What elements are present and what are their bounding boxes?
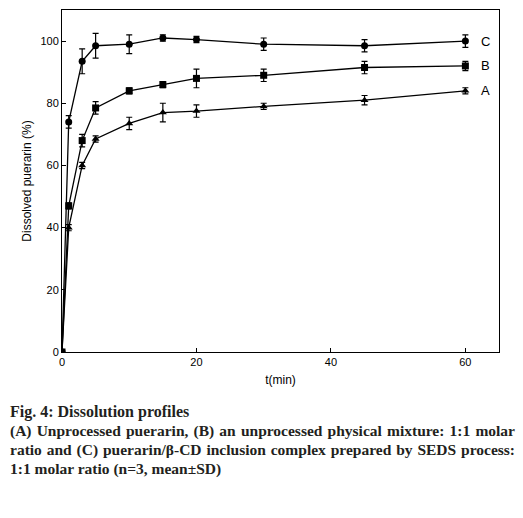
svg-text:60: 60 xyxy=(459,356,471,368)
html-text:Fig. 4: Dissolution profiles: Fig. 4: Dissolution profiles xyxy=(10,403,190,420)
svg-text:C: C xyxy=(481,34,490,49)
svg-text:80: 80 xyxy=(47,97,59,109)
svg-text:B: B xyxy=(481,58,490,73)
svg-text:t(min): t(min) xyxy=(265,373,296,387)
svg-text:100: 100 xyxy=(40,35,58,47)
svg-text:40: 40 xyxy=(47,221,59,233)
svg-text:A: A xyxy=(481,83,490,98)
svg-text:40: 40 xyxy=(325,356,337,368)
svg-text:Dissolved puerarin (%): Dissolved puerarin (%) xyxy=(20,120,34,241)
svg-text:20: 20 xyxy=(190,356,202,368)
svg-text:60: 60 xyxy=(47,159,59,171)
svg-text:0: 0 xyxy=(59,356,65,368)
svg-text:20: 20 xyxy=(47,284,59,296)
svg-text:0: 0 xyxy=(53,346,59,358)
html-text:(A) Unprocessed puerarin, (B): (A) Unprocessed puerarin, (B) an unproce… xyxy=(10,422,515,477)
